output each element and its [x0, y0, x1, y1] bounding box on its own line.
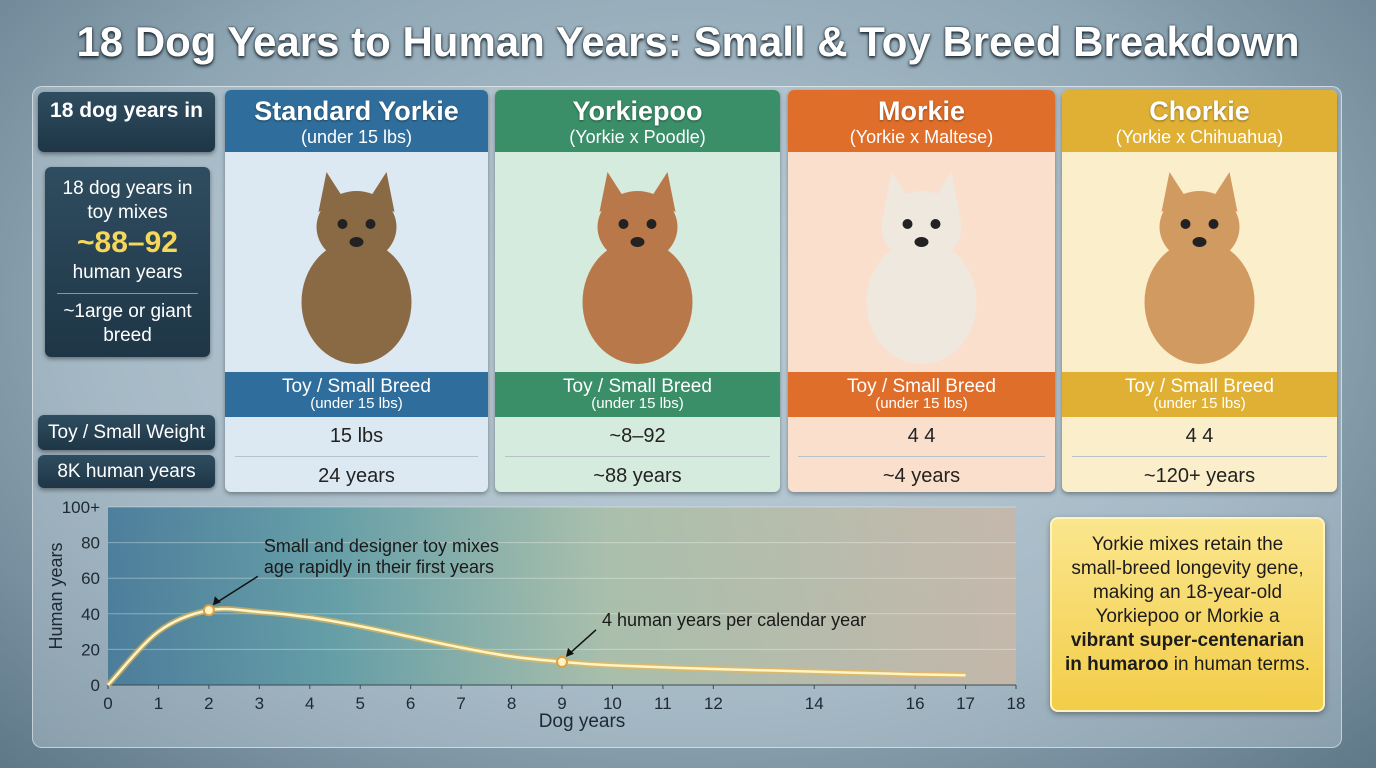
- y-tick-label: 80: [81, 534, 100, 553]
- breed-band: Toy / Small Breed (under 15 lbs): [1062, 372, 1337, 417]
- annotation-text: 4 human years per calendar year: [602, 610, 866, 630]
- dog-image: [225, 152, 488, 372]
- line: [107, 607, 966, 686]
- x-tick-label: 18: [1007, 694, 1026, 713]
- highlight: ~88–92: [77, 226, 178, 259]
- dog-illustration: [1144, 172, 1255, 364]
- human-years: 24 years: [318, 465, 395, 487]
- band-label: Toy / Small Breed: [847, 376, 996, 397]
- band-label: Toy / Small Breed: [563, 376, 712, 397]
- x-tick-label: 10: [603, 694, 622, 713]
- dog-image: [788, 152, 1055, 372]
- card-header: Chorkie (Yorkie x Chihuahua): [1062, 90, 1337, 152]
- x-tick-label: 1: [154, 694, 163, 713]
- breed-name: Yorkiepoo: [572, 96, 703, 126]
- x-tick-label: 12: [704, 694, 723, 713]
- weight: 15 lbs: [235, 417, 478, 457]
- note-text: Yorkie mixes retain the small-breed long…: [1071, 534, 1304, 627]
- page-title: 18 Dog Years to Human Years: Small & Toy…: [76, 18, 1300, 65]
- band-sub: (under 15 lbs): [875, 395, 968, 412]
- band-sub: (under 15 lbs): [310, 395, 403, 412]
- breed-band: Toy / Small Breed (under 15 lbs): [788, 372, 1055, 417]
- dog-illustration: [582, 172, 693, 364]
- breed-card: Morkie (Yorkie x Maltese) Toy / Small Bre…: [788, 90, 1055, 492]
- breed-card: Chorkie (Yorkie x Chihuahua) Toy / Small …: [1062, 90, 1337, 492]
- x-tick-label: 3: [255, 694, 264, 713]
- breed-name: Chorkie: [1149, 96, 1250, 126]
- annotation-text: Small and designer toy mixes: [264, 536, 499, 556]
- dog-image: [495, 152, 780, 372]
- plot-area: [108, 507, 1016, 685]
- card-header: Yorkiepoo (Yorkie x Poodle): [495, 90, 780, 152]
- row-label: Toy / Small Weight: [38, 415, 215, 450]
- breed-subtitle: (Yorkie x Chihuahua): [1115, 127, 1284, 147]
- weight: ~8–92: [505, 417, 770, 457]
- breed-name: Standard Yorkie: [254, 96, 459, 126]
- info-line: 18 dog years in: [62, 178, 193, 199]
- x-tick-label: 16: [906, 694, 925, 713]
- dog-image: [1062, 152, 1337, 372]
- breed-subtitle: (Yorkie x Maltese): [849, 127, 994, 147]
- breed-subtitle: (Yorkie x Poodle): [569, 127, 706, 147]
- y-tick-label: 0: [91, 676, 100, 695]
- weight: 4 4: [798, 417, 1045, 457]
- x-tick-label: 6: [406, 694, 415, 713]
- breed-band: Toy / Small Breed (under 15 lbs): [495, 372, 780, 417]
- x-tick-label: 14: [805, 694, 824, 713]
- band-label: Toy / Small Breed: [282, 376, 431, 397]
- info-line: toy mixes: [87, 202, 168, 223]
- x-tick-label: 5: [355, 694, 364, 713]
- annotation-point: [556, 655, 568, 668]
- breed-subtitle: (under 15 lbs): [300, 127, 413, 147]
- band-sub: (under 15 lbs): [591, 395, 684, 412]
- band-label: Toy / Small Breed: [1125, 376, 1274, 397]
- x-tick-label: 2: [204, 694, 213, 713]
- info-footer: ~1arge or giant breed: [63, 301, 192, 346]
- human-years: ~4 years: [882, 465, 961, 487]
- arrow-head: [566, 647, 574, 657]
- info-box: 18 dog years in toy mixes ~88–92 human y…: [45, 167, 210, 357]
- x-tick-label: 8: [507, 694, 516, 713]
- card-header: Morkie (Yorkie x Maltese): [788, 90, 1055, 152]
- y-axis-label: Human years: [46, 542, 66, 649]
- dog-illustration: [866, 172, 977, 364]
- x-axis-label: Dog years: [539, 711, 626, 732]
- annotation-arrow: [213, 575, 259, 605]
- dog-illustration: [301, 172, 412, 364]
- x-tick-label: 11: [654, 694, 672, 713]
- x-tick-label: 4: [305, 694, 314, 713]
- highlight-unit: human years: [72, 262, 183, 283]
- annotation-point: [202, 604, 215, 617]
- y-tick-label: 20: [81, 640, 100, 659]
- human-years: ~88 years: [593, 465, 682, 487]
- arrow-head: [212, 596, 221, 606]
- y-tick-label: 40: [81, 605, 100, 624]
- human-years: ~120+ years: [1143, 465, 1256, 487]
- sidebar-header: 18 dog years in: [38, 92, 215, 152]
- x-tick-label: 7: [456, 694, 465, 713]
- y-tick-label: 100+: [62, 498, 100, 517]
- x-tick-label: 9: [557, 694, 566, 713]
- note-emphasis: vibrant super-centenarian in humaroo: [1065, 630, 1305, 675]
- weight: 4 4: [1072, 417, 1327, 457]
- breed-card: Standard Yorkie (under 15 lbs) Toy / Smal…: [225, 90, 488, 492]
- annotation-text: age rapidly in their first years: [264, 557, 494, 577]
- card-header: Standard Yorkie (under 15 lbs): [225, 90, 488, 152]
- y-tick-label: 60: [81, 569, 100, 588]
- x-tick-label: 17: [956, 694, 975, 713]
- annotation-arrow: [566, 629, 597, 657]
- note: Yorkie mixes retain the small-breed long…: [1050, 517, 1325, 712]
- breed-name: Morkie: [877, 96, 966, 126]
- x-tick-label: 0: [103, 694, 112, 713]
- row-label: 8K human years: [38, 455, 215, 488]
- note-tail: in human terms.: [1173, 654, 1310, 675]
- breed-card: Yorkiepoo (Yorkie x Poodle) Toy / Small B…: [495, 90, 780, 492]
- breed-band: Toy / Small Breed (under 15 lbs): [225, 372, 488, 417]
- band-sub: (under 15 lbs): [1153, 395, 1246, 412]
